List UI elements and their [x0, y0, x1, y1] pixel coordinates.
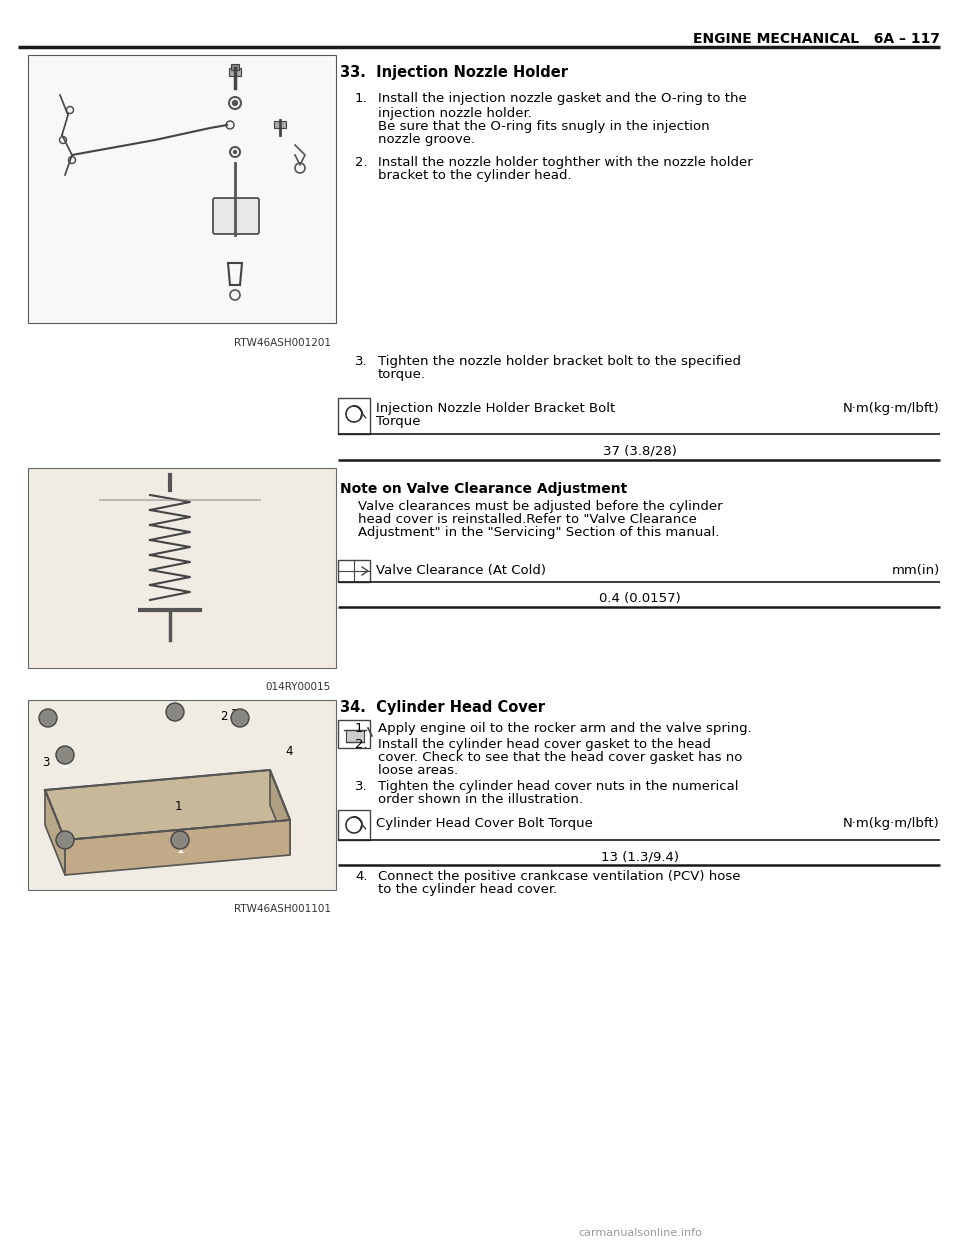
Bar [338, 720, 370, 748]
Text: 34.  Cylinder Head Cover: 34. Cylinder Head Cover [340, 700, 545, 715]
Text: Valve clearances must be adjusted before the cylinder: Valve clearances must be adjusted before… [358, 501, 723, 513]
Text: bracket to the cylinder head.: bracket to the cylinder head. [378, 169, 571, 183]
Text: N·m(kg·m/lbft): N·m(kg·m/lbft) [843, 817, 940, 830]
Text: Connect the positive crankcase ventilation (PCV) hose: Connect the positive crankcase ventilati… [378, 869, 740, 883]
Text: 33.  Injection Nozzle Holder: 33. Injection Nozzle Holder [340, 65, 568, 79]
Circle shape [39, 709, 57, 727]
Text: Valve Clearance (At Cold): Valve Clearance (At Cold) [376, 564, 546, 578]
Text: 4.: 4. [355, 869, 368, 883]
Text: ENGINE MECHANICAL   6A – 117: ENGINE MECHANICAL 6A – 117 [693, 32, 940, 46]
Text: nozzle groove.: nozzle groove. [378, 133, 475, 147]
Text: 1: 1 [177, 845, 183, 854]
Bar [28, 55, 336, 323]
Text: Tighten the cylinder head cover nuts in the numerical: Tighten the cylinder head cover nuts in … [378, 780, 738, 792]
Bar [274, 120, 286, 128]
Text: 2.: 2. [355, 738, 368, 751]
Text: N·m(kg·m/lbft): N·m(kg·m/lbft) [843, 402, 940, 415]
Bar [346, 730, 364, 741]
Circle shape [233, 150, 236, 154]
Text: Be sure that the O-ring fits snugly in the injection: Be sure that the O-ring fits snugly in t… [378, 120, 709, 133]
Bar [338, 810, 370, 840]
Text: order shown in the illustration.: order shown in the illustration. [378, 792, 583, 806]
Text: head cover is reinstalled.Refer to "Valve Clearance: head cover is reinstalled.Refer to "Valv… [358, 513, 697, 527]
Bar [338, 397, 370, 433]
Circle shape [56, 746, 74, 764]
Text: 3: 3 [42, 756, 49, 769]
Text: 37 (3.8/28): 37 (3.8/28) [603, 443, 677, 457]
Text: 3.: 3. [355, 780, 368, 792]
Polygon shape [65, 820, 290, 876]
Text: injection nozzle holder.: injection nozzle holder. [378, 107, 532, 120]
Text: Apply engine oil to the rocker arm and the valve spring.: Apply engine oil to the rocker arm and t… [378, 722, 752, 735]
Text: Install the nozzle holder toghther with the nozzle holder: Install the nozzle holder toghther with … [378, 156, 753, 169]
Text: mm(in): mm(in) [892, 564, 940, 578]
Polygon shape [270, 770, 290, 854]
Bar [231, 65, 239, 70]
Text: Adjustment" in the "Servicing" Section of this manual.: Adjustment" in the "Servicing" Section o… [358, 527, 719, 539]
Text: torque.: torque. [378, 368, 426, 381]
Text: Torque: Torque [376, 415, 420, 428]
Text: 13 (1.3/9.4): 13 (1.3/9.4) [601, 850, 679, 863]
Polygon shape [45, 770, 290, 840]
Bar [28, 468, 336, 668]
Text: Install the injection nozzle gasket and the O-ring to the: Install the injection nozzle gasket and … [378, 92, 747, 106]
Text: loose areas.: loose areas. [378, 764, 458, 777]
Text: Injection Nozzle Holder Bracket Bolt: Injection Nozzle Holder Bracket Bolt [376, 402, 615, 415]
Text: Note on Valve Clearance Adjustment: Note on Valve Clearance Adjustment [340, 482, 627, 496]
Text: 1: 1 [175, 800, 182, 814]
Circle shape [171, 831, 189, 850]
Text: 2: 2 [230, 708, 237, 722]
Text: carmanualsonline.info: carmanualsonline.info [578, 1228, 702, 1238]
Text: 1.: 1. [355, 92, 368, 106]
Bar [338, 560, 370, 582]
Text: Install the cylinder head cover gasket to the head: Install the cylinder head cover gasket t… [378, 738, 711, 751]
Bar [229, 68, 241, 76]
Circle shape [56, 831, 74, 850]
Text: Cylinder Head Cover Bolt Torque: Cylinder Head Cover Bolt Torque [376, 817, 593, 830]
Text: 3.: 3. [355, 355, 368, 368]
FancyBboxPatch shape [213, 197, 259, 233]
Text: 2: 2 [220, 710, 228, 723]
Circle shape [231, 709, 249, 727]
Text: cover. Check to see that the head cover gasket has no: cover. Check to see that the head cover … [378, 751, 742, 764]
Text: RTW46ASH001201: RTW46ASH001201 [234, 338, 331, 348]
Text: Tighten the nozzle holder bracket bolt to the specified: Tighten the nozzle holder bracket bolt t… [378, 355, 741, 368]
Text: 2.: 2. [355, 156, 368, 169]
Text: 4: 4 [285, 745, 293, 758]
Text: RTW46ASH001101: RTW46ASH001101 [234, 904, 331, 914]
Circle shape [166, 703, 184, 722]
Text: 0.4 (0.0157): 0.4 (0.0157) [599, 592, 681, 605]
Polygon shape [45, 790, 65, 876]
Text: 3: 3 [61, 760, 68, 770]
Circle shape [232, 101, 237, 106]
Text: to the cylinder head cover.: to the cylinder head cover. [378, 883, 557, 895]
Bar [28, 700, 336, 891]
Text: 014RY00015: 014RY00015 [266, 682, 331, 692]
Text: 1.: 1. [355, 722, 368, 735]
